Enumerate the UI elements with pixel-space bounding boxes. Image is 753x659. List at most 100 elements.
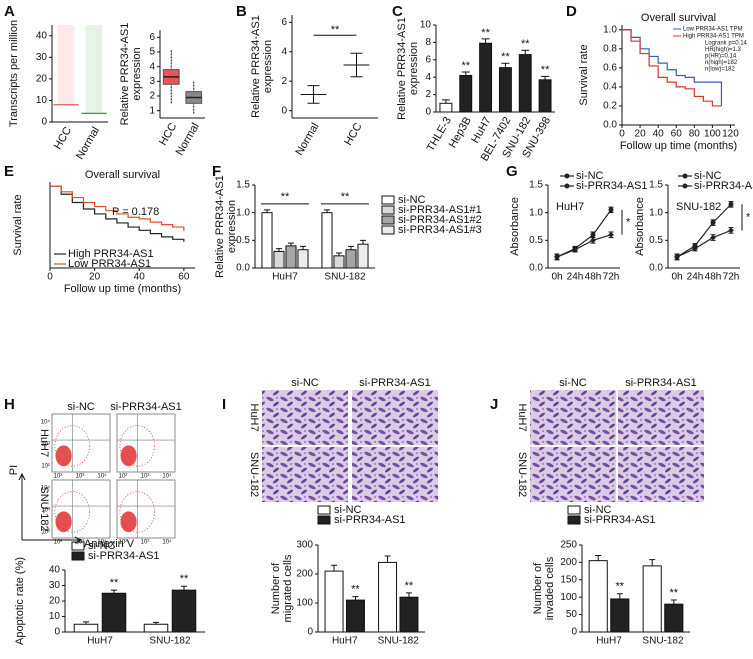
y-axis-label: PI <box>8 465 20 475</box>
legend-label: si-PRR34-AS1 <box>88 550 160 562</box>
y-tick-label: 2 <box>149 91 155 102</box>
x-tick-label: 10³ <box>76 474 85 480</box>
legend-label: si-NC <box>576 170 604 182</box>
bar <box>345 599 365 633</box>
x-tick-label: 10³ <box>141 474 150 480</box>
error-bar <box>348 245 354 250</box>
micrograph <box>262 390 348 445</box>
y-tick-label: 150 <box>560 574 577 585</box>
y-tick-label: 4 <box>281 46 287 57</box>
y-axis-label: migrated cells <box>282 554 294 622</box>
legend-label: si-NC <box>88 540 116 552</box>
y-tick-label: 0 <box>425 107 431 118</box>
marker <box>608 207 614 213</box>
row-label: HuH7 <box>38 429 50 457</box>
y-tick-label: 0.8 <box>603 43 617 54</box>
y-tick-label: 2 <box>281 76 287 87</box>
legend-label: si-NC <box>334 504 362 516</box>
legend-label: High PRR34-AS1 TPM <box>683 34 744 40</box>
series-line <box>556 234 612 258</box>
error-bar <box>501 62 510 68</box>
sig-label: ** <box>501 51 510 63</box>
row-label: HuH7 <box>248 403 260 431</box>
x-tick-label: 10³ <box>76 540 85 546</box>
error-bar <box>153 621 159 625</box>
error-bar <box>264 209 270 213</box>
y-tick-label: 1.0 <box>603 24 617 35</box>
y-axis-label: Number of <box>532 562 544 614</box>
x-tick-label: SNU-182 <box>642 636 684 647</box>
bar <box>261 212 273 269</box>
x-tick-label: 72h <box>603 272 620 283</box>
annotation: * <box>626 216 631 228</box>
axis-arrow <box>22 536 83 544</box>
x-tick-label: 10⁴ <box>97 539 107 546</box>
bar <box>273 250 285 269</box>
y-tick-label: 2 <box>425 89 431 100</box>
point-cloud <box>85 25 103 114</box>
y-tick-label: 100 <box>560 592 577 603</box>
inner-label: SNU-182 <box>676 201 721 213</box>
chart-title: Overall survival <box>641 12 716 24</box>
y-tick-label: 10³ <box>41 442 50 448</box>
y-axis-label: Absorbance <box>634 197 646 256</box>
error-bar <box>670 599 677 605</box>
x-tick-label: 80 <box>689 129 701 140</box>
y-tick-label: 0.6 <box>603 62 617 73</box>
y-tick-label: 200 <box>296 569 313 580</box>
error-bar <box>541 75 550 80</box>
marker <box>728 201 734 207</box>
legend-label: si-PRR34-AS1 <box>576 180 648 192</box>
y-axis-label: Relative PRR34-AS1 <box>396 17 408 120</box>
cell-scatter <box>119 425 156 467</box>
bar <box>345 249 357 269</box>
error-bar <box>300 245 306 250</box>
y-tick-label: 30 <box>36 52 48 63</box>
series-line <box>676 229 732 258</box>
panel-letter: F <box>212 163 221 180</box>
x-tick-label: SNU-182 <box>378 636 420 647</box>
y-tick-label: 0 <box>307 627 313 638</box>
x-tick-label: HuH7 <box>87 636 113 647</box>
column-label: si-NC <box>67 401 95 413</box>
annotation: * <box>746 211 751 223</box>
legend-swatch <box>381 225 395 235</box>
marker <box>710 234 716 241</box>
error-bar <box>181 585 187 591</box>
y-tick-label: 6 <box>149 32 155 43</box>
y-axis-label: expression <box>408 42 420 95</box>
error-bar <box>360 239 366 245</box>
bar <box>498 67 512 113</box>
cell-scatter <box>54 425 91 467</box>
x-tick-label: HuH7 <box>272 272 298 283</box>
x-tick-label: 0h <box>671 272 682 283</box>
panel-letter: I <box>222 396 226 413</box>
stat-label: n(low)=182 <box>705 67 736 73</box>
y-tick-label: 5 <box>149 47 155 58</box>
y-axis-label: Survival rate <box>12 194 24 255</box>
sig-label: ** <box>541 64 550 76</box>
legend-marker <box>564 173 570 179</box>
y-tick-label: 30 <box>49 580 61 591</box>
error-bar <box>649 559 656 566</box>
x-tick-label: 24h <box>687 272 704 283</box>
cell-cloud <box>55 445 72 467</box>
panel-letter: A <box>4 3 15 20</box>
sig-label: ** <box>281 191 290 203</box>
legend-label: si-PRR34-AS1#2 <box>398 214 482 226</box>
x-tick-label: 48h <box>585 272 602 283</box>
y-tick-label: 40 <box>49 565 61 576</box>
y-tick-label: 0.2 <box>603 101 617 112</box>
x-tick-label: 10² <box>54 540 63 546</box>
error-bar <box>288 242 294 246</box>
survival-curve <box>622 29 722 107</box>
bar <box>399 596 419 633</box>
inner-label: HuH7 <box>556 201 584 213</box>
y-tick-label: 10 <box>36 95 48 106</box>
bar <box>321 212 333 269</box>
y-axis-label: Survival rate <box>578 44 590 105</box>
error-bar <box>307 85 320 104</box>
x-tick-label: 20 <box>635 129 647 140</box>
legend-label: Low PRR34-AS1 TPM <box>683 27 743 33</box>
y-tick-label: 0.5 <box>236 235 250 246</box>
